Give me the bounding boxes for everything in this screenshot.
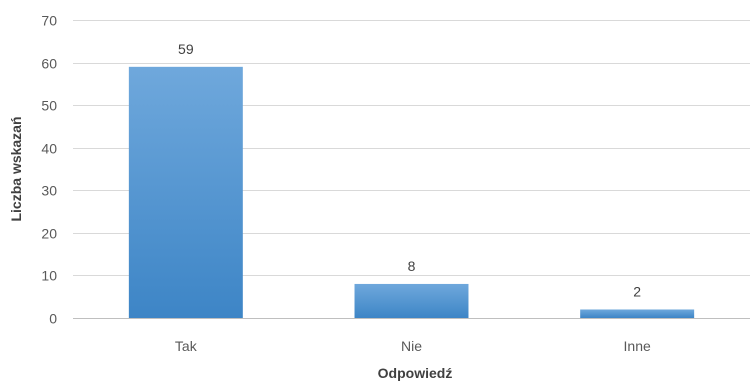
bar-nie	[354, 283, 469, 318]
data-label: 8	[408, 258, 416, 274]
x-tick-label: Tak	[175, 338, 198, 354]
data-labels: 59 8 2	[178, 41, 641, 300]
data-label: 59	[178, 41, 194, 57]
y-tick-label: 50	[41, 98, 57, 114]
y-tick-label: 60	[41, 56, 57, 72]
x-axis-title: Odpowiedź	[378, 365, 453, 381]
x-tick-label: Nie	[401, 338, 422, 354]
x-axis-ticks: Tak Nie Inne	[175, 338, 651, 354]
y-tick-label: 20	[41, 226, 57, 242]
x-tick-label: Inne	[624, 338, 651, 354]
y-axis-ticks: 0 10 20 30 40 50 60 70	[41, 13, 57, 327]
bars	[128, 66, 695, 318]
y-tick-label: 0	[49, 311, 57, 327]
bar-inne	[580, 309, 695, 318]
y-tick-label: 40	[41, 141, 57, 157]
bar-tak	[128, 66, 243, 318]
data-label: 2	[633, 283, 641, 299]
y-tick-label: 30	[41, 183, 57, 199]
y-tick-label: 70	[41, 13, 57, 29]
y-axis-title: Liczba wskazań	[8, 116, 24, 221]
y-tick-label: 10	[41, 268, 57, 284]
